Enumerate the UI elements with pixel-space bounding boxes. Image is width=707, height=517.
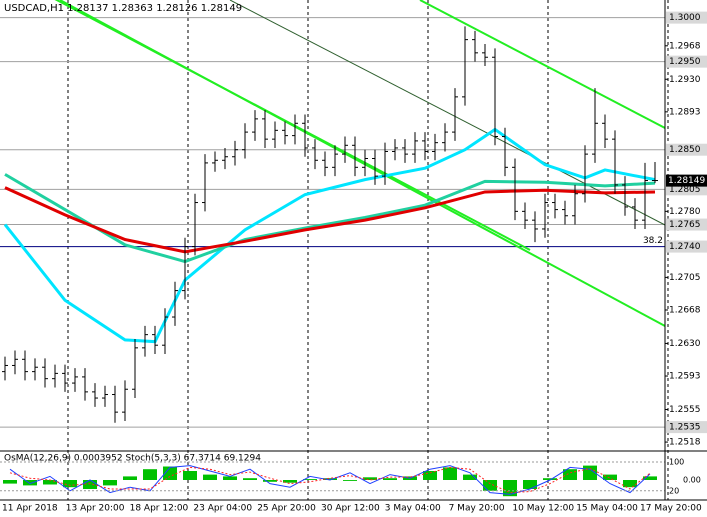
x-tick-label: 23 Apr 04:00 [193,504,252,514]
osma-bar [243,478,257,480]
last-price-box [666,174,707,187]
level-label: 1.2950 [669,57,701,67]
level-label: 1.2535 [669,423,701,433]
osma-bar [23,480,37,486]
osma-bar [343,480,357,481]
osma-bar [83,480,97,489]
axis: 1.2968 1.2930 1.2893 1.2780 1.2705 1.2668 1.26… [665,11,707,495]
y-tick-label: 1.2780 [669,207,701,217]
y-tick-label: 1.2930 [669,75,701,85]
osma-bar [163,466,177,480]
x-tick-label: 3 May 04:00 [385,504,441,514]
osma-tick-label: 0.00 [683,476,701,485]
chart-title: USDCAD,H1 1.28137 1.28363 1.28126 1.2814… [4,3,242,14]
level-label: 1.3000 [669,13,701,23]
osma-bar [443,467,457,480]
osma-bar [563,469,577,480]
level-label: 1.2765 [669,220,701,230]
x-tick-label: 30 Apr 12:00 [321,504,380,514]
osma-bar [423,471,437,480]
stoch-tick-label: 20 [669,486,679,495]
y-tick-label: 1.2518 [669,438,701,448]
level-label-box [666,55,707,68]
y-tick-label: 1.2593 [669,372,701,382]
x-tick-label: 7 May 20:00 [449,504,505,514]
level-label-box [666,218,707,231]
moving-average [4,173,656,264]
period-separators [67,0,669,500]
osma-bar [203,474,217,480]
x-tick-label: 13 Apr 20:00 [66,504,125,514]
y-tick-label: 1.2705 [669,273,701,283]
osma-bar [63,480,77,488]
y-tick-label: 1.2968 [669,41,701,51]
osma-bar [183,471,197,480]
x-tick-label: 11 Apr 2018 [2,504,58,514]
osma-bar [283,480,297,483]
level-label-box [666,421,707,434]
osma-bar [503,480,517,497]
x-tick-label: 17 May 20:00 [640,504,702,514]
level-label-box [666,143,707,156]
osma-bar [303,479,317,480]
osma-bar [323,478,337,480]
osma-bar [103,480,117,486]
y-tick-label: 1.2668 [669,305,701,315]
x-tick-label: 18 Apr 12:00 [130,504,189,514]
price-bars [2,26,658,423]
osma-bar [263,480,277,482]
level-label-box [666,240,707,253]
osma-bar [223,476,237,480]
osma-bar [43,480,57,485]
osma-bar [363,477,377,480]
osma-bar [123,476,137,480]
x-tick-label: 25 Apr 20:00 [257,504,316,514]
indicator-title: OsMA(12,26,9) 0.0003952 Stoch(5,3,3) 67.… [4,454,261,464]
osma-bar [383,478,397,480]
x-tick-label: 10 May 12:00 [512,504,574,514]
x-tick-label: 15 May 04:00 [576,504,638,514]
y-tick-label: 1.2630 [669,339,701,349]
osma-bar [543,478,557,480]
fib-label: 38.2 [643,236,663,246]
osma-bar [643,476,657,480]
osma-bar [623,480,637,488]
stoch-line [9,466,651,494]
level-label: 1.2740 [669,242,701,252]
last-price-label: 1.28149 [668,176,705,186]
oscillator [0,461,665,497]
y-tick-label: 1.2555 [669,405,701,415]
osma-bar [143,469,157,480]
levels [0,17,665,428]
osma-bar [603,474,617,480]
moving-average [4,186,656,254]
osma-bar [523,480,537,489]
osma-bar [483,480,497,491]
level-label-box [666,11,707,24]
stoch-tick-label: 100 [669,458,684,467]
y-tick-label: 1.2893 [669,107,701,117]
osma-bar [3,480,17,484]
osma-bar [463,474,477,480]
level-label: 1.2850 [669,145,701,155]
level-label: 1.2805 [669,185,701,195]
